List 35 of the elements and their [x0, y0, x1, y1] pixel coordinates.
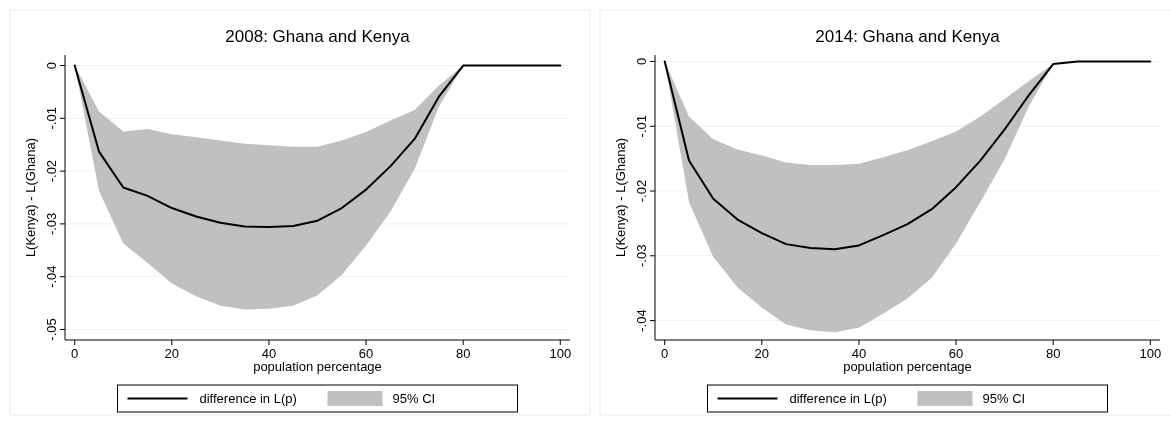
y-tick-label: -.01 — [634, 115, 649, 138]
y-tick-label: -.05 — [44, 318, 59, 341]
y-axis-title: L(Kenya) - L(Ghana) — [23, 137, 38, 258]
legend-label: difference in L(p) — [199, 391, 297, 406]
x-tick-label: 20 — [754, 346, 770, 361]
y-tick-label: -.04 — [634, 309, 649, 332]
y-tick-label: -.03 — [44, 212, 59, 236]
x-tick-label: 60 — [948, 346, 964, 361]
y-tick-label: -.03 — [634, 244, 649, 267]
y-tick-label: -.02 — [634, 179, 649, 203]
y-tick-label: 0 — [44, 61, 59, 70]
y-tick-label: -.01 — [44, 107, 59, 130]
chart-title: 2008: Ghana and Kenya — [225, 27, 411, 46]
x-tick-label: 40 — [261, 346, 277, 361]
text: 95% CI — [392, 391, 436, 406]
legend-label: difference in L(p) — [789, 391, 887, 406]
x-tick-label: 0 — [71, 346, 79, 361]
x-tick-label: 60 — [358, 346, 374, 361]
x-axis-title: population percentage — [843, 359, 972, 374]
x-tick-label: 100 — [549, 346, 572, 361]
y-axis-title: L(Kenya) - L(Ghana) — [613, 137, 628, 258]
x-tick-label: 80 — [1045, 346, 1061, 361]
line-series — [663, 60, 1152, 251]
x-tick-label: 20 — [164, 346, 180, 361]
y-tick-label: 0 — [634, 57, 649, 66]
x-tick-label: 0 — [661, 346, 669, 361]
x-axis-title: population percentage — [253, 359, 382, 374]
x-tick-label: 80 — [455, 346, 471, 361]
y-tick-label: -.02 — [44, 159, 59, 183]
x-tick-label: 100 — [1139, 346, 1162, 361]
chart-title: 2014: Ghana and Kenya — [815, 27, 1001, 46]
text: 95% CI — [982, 391, 1026, 406]
line-series — [73, 64, 562, 229]
y-tick-label: -.04 — [44, 265, 59, 288]
x-tick-label: 40 — [851, 346, 867, 361]
